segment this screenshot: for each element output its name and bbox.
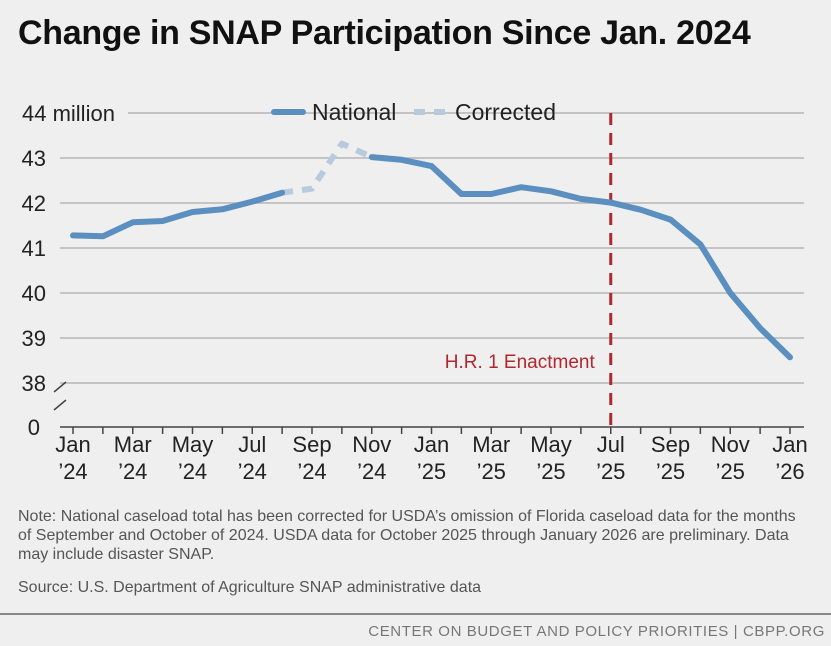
x-tick-label-month: May xyxy=(530,432,572,457)
axis-break-mark xyxy=(53,399,67,411)
x-tick-label-month: Sep xyxy=(651,432,690,457)
x-tick-label-year: ’24 xyxy=(238,459,267,484)
x-tick-label-year: ’24 xyxy=(58,459,87,484)
y-tick-label: 43 xyxy=(22,146,46,171)
x-tick-labels: Jan’24Mar’24May’24Jul’24Sep’24Nov’24Jan’… xyxy=(55,432,807,484)
x-tick-label-year: ’25 xyxy=(596,459,625,484)
x-tick-label-year: ’25 xyxy=(417,459,446,484)
chart-title: Change in SNAP Participation Since Jan. … xyxy=(18,14,751,52)
x-tick-label-month: Nov xyxy=(352,432,391,457)
annotations: H.R. 1 Enactment xyxy=(445,113,613,427)
x-tick-label-month: Mar xyxy=(472,432,510,457)
y-tick-labels: 44 million 43 42 41 40 39 38 0 xyxy=(22,101,115,440)
x-tick-label-month: Jan xyxy=(414,432,449,457)
x-tick-label-year: ’25 xyxy=(716,459,745,484)
x-tick-label-year: ’25 xyxy=(536,459,565,484)
legend-label-corrected: Corrected xyxy=(455,99,556,125)
x-tick-label-year: ’24 xyxy=(178,459,207,484)
y-tick-label: 38 xyxy=(22,371,46,396)
x-tick-label-year: ’24 xyxy=(297,459,326,484)
x-tick-label-month: Sep xyxy=(292,432,331,457)
legend: National Corrected xyxy=(271,99,556,125)
x-tick-label-month: Jan xyxy=(55,432,90,457)
chart-source: Source: U.S. Department of Agriculture S… xyxy=(18,579,482,596)
footer-divider xyxy=(0,613,831,615)
series-line-national xyxy=(368,154,793,361)
x-tick-label-month: Jul xyxy=(597,432,625,457)
y-tick-label: 42 xyxy=(22,191,46,216)
x-tick-label-year: ’24 xyxy=(357,459,386,484)
x-tick-label-year: ’26 xyxy=(775,459,804,484)
series-line-national xyxy=(70,189,286,240)
series-lines xyxy=(70,140,793,361)
y-tick-label: 39 xyxy=(22,326,46,351)
x-tick-label-month: Mar xyxy=(114,432,152,457)
y-unit-label: 44 million xyxy=(22,101,115,126)
annotation-label: H.R. 1 Enactment xyxy=(445,352,596,373)
legend-label-national: National xyxy=(312,99,396,125)
x-tick-label-year: ’25 xyxy=(477,459,506,484)
grid-lines xyxy=(60,112,804,384)
x-tick-label-month: Nov xyxy=(711,432,750,457)
y-tick-label-zero: 0 xyxy=(28,415,40,440)
series-line-corrected xyxy=(281,140,374,196)
y-tick-label: 40 xyxy=(22,281,46,306)
x-tick-label-year: ’24 xyxy=(118,459,147,484)
chart-note: Note: National caseload total has been c… xyxy=(18,508,796,563)
x-tick-label-month: Jul xyxy=(238,432,266,457)
axes xyxy=(53,381,804,434)
y-tick-label: 41 xyxy=(22,236,46,261)
axis-break-mark xyxy=(53,381,67,393)
publisher-credit: CENTER ON BUDGET AND POLICY PRIORITIES |… xyxy=(368,623,825,640)
x-tick-label-year: ’25 xyxy=(656,459,685,484)
x-tick-label-month: Jan xyxy=(772,432,807,457)
x-tick-label-month: May xyxy=(172,432,214,457)
